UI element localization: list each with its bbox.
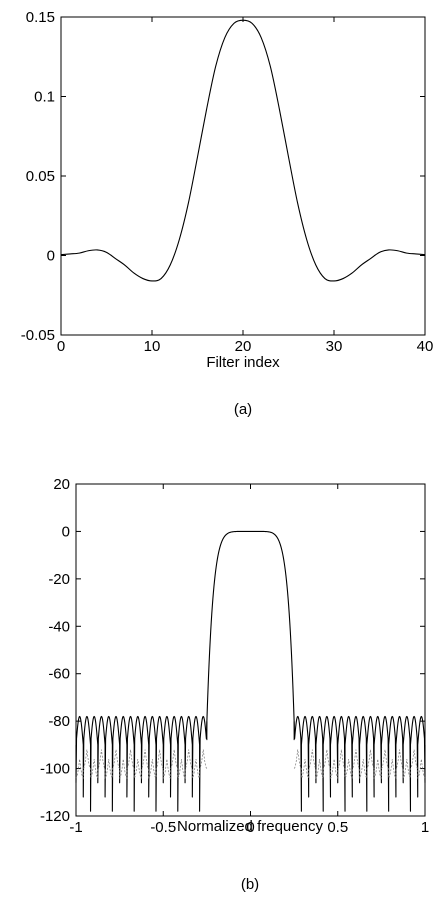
panel-b-stopband-right-line <box>293 715 426 812</box>
panel-a-y-tick-label: 0 <box>47 248 55 265</box>
panel-b-y-tick-label: -20 <box>48 571 70 588</box>
panel-b-y-tick-label: -60 <box>48 666 70 683</box>
panel-b-plot-frame <box>75 483 426 817</box>
panel-b-curves <box>75 530 426 812</box>
panel-b-y-tick-label: -40 <box>48 618 70 635</box>
panel-b-x-tick-label: 0.5 <box>327 819 348 836</box>
panel-b-x-tick-label: -1 <box>69 819 82 836</box>
panel-b-passband-line <box>206 530 295 722</box>
panel-b-y-tick-label: 20 <box>53 476 70 493</box>
panel-a-y-ticks: -0.05 0 0.05 0.1 0.15 <box>21 9 425 344</box>
panel-a-plot-frame <box>60 16 426 336</box>
panel-a-y-tick-label: 0.15 <box>26 9 55 26</box>
panel-b-y-tick-label: -80 <box>48 713 70 730</box>
panel-a-x-tick-label: 30 <box>326 338 343 355</box>
panel-b-y-tick-label: 0 <box>62 523 70 540</box>
panel-a-x-tick-label: 0 <box>57 338 65 355</box>
panel-b-x-tick-label: 1 <box>421 819 429 836</box>
panel-a-caption: (a) <box>234 401 252 418</box>
panel-b-x-axis-label: Normalized frequency <box>177 818 323 835</box>
panel-b-y-ticks: -120 -100 -80 -60 -40 -20 0 20 <box>40 476 425 825</box>
panel-a-x-ticks: 0 10 20 30 40 <box>57 17 434 355</box>
panel-b-stopband-left-line-secondary <box>75 749 208 780</box>
panel-a-y-tick-label: 0.05 <box>26 168 55 185</box>
panel-a-y-tick-label: -0.05 <box>21 327 55 344</box>
panel-b-stopband-right-line-secondary <box>293 749 426 780</box>
panel-b-x-tick-label: 0 <box>246 819 254 836</box>
panel-b-x-tick-label: -0.5 <box>150 819 176 836</box>
panel-a-y-tick-label: 0.1 <box>34 89 55 106</box>
panel-a-x-axis-label: Filter index <box>206 354 280 371</box>
panel-b-x-ticks: -1 -0.5 0 0.5 1 <box>69 484 429 836</box>
panel-b-y-tick-label: -100 <box>40 761 70 778</box>
panel-a-impulse-response-line <box>60 19 426 282</box>
panel-b-frequency-response: -1 -0.5 0 0.5 1 -120 -100 -80 -60 -40 -20 0 20 Norm… <box>40 476 429 893</box>
panel-a-x-tick-label: 40 <box>417 338 434 355</box>
panel-b-y-tick-label: -120 <box>40 808 70 825</box>
panel-a-x-tick-label: 10 <box>144 338 161 355</box>
panel-b-caption: (b) <box>241 876 259 893</box>
panel-a-x-tick-label: 20 <box>235 338 252 355</box>
panel-b-stopband-left-line <box>75 715 208 812</box>
